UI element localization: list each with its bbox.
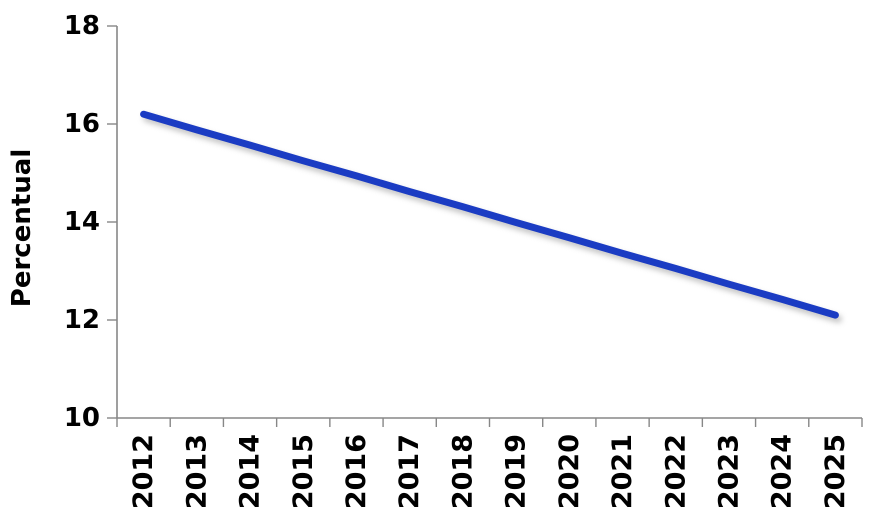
x-tick-label: 2025 <box>820 434 851 509</box>
y-axis-title: Percentual <box>7 149 37 307</box>
x-tick-label: 2021 <box>607 434 638 509</box>
y-tick-label: 10 <box>64 403 100 433</box>
y-tick-label: 14 <box>64 207 100 237</box>
x-tick-label: 2018 <box>447 434 478 509</box>
x-tick-label: 2014 <box>235 434 266 509</box>
x-tick-label: 2017 <box>394 434 425 509</box>
x-tick-label: 2015 <box>288 434 319 509</box>
x-tick-label: 2023 <box>713 434 744 509</box>
data-series-line <box>140 110 839 319</box>
y-tick-label: 12 <box>64 305 100 335</box>
x-tick-label: 2019 <box>501 434 532 509</box>
x-tick-label: 2013 <box>181 434 212 509</box>
y-tick-label: 18 <box>64 11 100 41</box>
x-tick-label: 2012 <box>128 434 159 509</box>
y-tick-label: 16 <box>64 109 100 139</box>
x-tick-label: 2016 <box>341 434 372 509</box>
x-tick-label: 2020 <box>554 434 585 509</box>
x-tick-label: 2024 <box>767 434 798 509</box>
x-tick-label: 2022 <box>660 434 691 509</box>
